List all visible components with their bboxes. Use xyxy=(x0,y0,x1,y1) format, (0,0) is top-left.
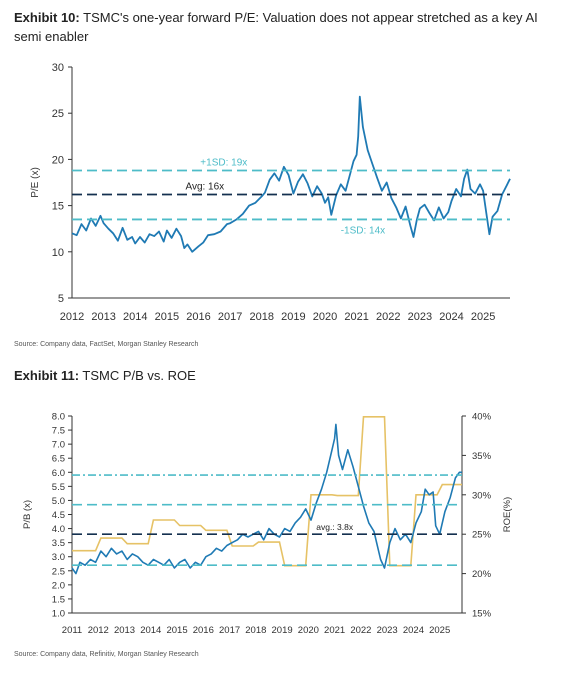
x-tick-label: 2015 xyxy=(155,311,179,323)
x-tick-label: 2018 xyxy=(245,625,266,636)
x-tick-label: 2022 xyxy=(376,311,400,323)
exhibit10-heading: TSMC's one-year forward P/E: Valuation d… xyxy=(14,10,538,44)
y2-tick-label: 35% xyxy=(472,451,492,462)
x-tick-label: 2012 xyxy=(60,311,84,323)
y-tick-label: 6.0 xyxy=(52,468,65,479)
x-tick-label: 2014 xyxy=(123,311,147,323)
y-tick-label: 3.0 xyxy=(52,552,65,563)
y2-tick-label: 15% xyxy=(472,609,492,620)
y-tick-label: 1.5 xyxy=(52,594,65,605)
x-tick-label: 2021 xyxy=(324,625,345,636)
exhibit10-source: Source: Company data, FactSet, Morgan St… xyxy=(14,341,199,348)
y-tick-label: 6.5 xyxy=(52,454,65,465)
y-tick-label: 5.5 xyxy=(52,482,65,493)
pe-series-line xyxy=(71,95,511,253)
x-tick-label: 2024 xyxy=(403,625,424,636)
exhibit11-label: Exhibit 11: xyxy=(14,368,80,383)
x-tick-label: 2012 xyxy=(88,625,109,636)
y-tick-label: 15 xyxy=(52,201,64,213)
x-tick-label: 2025 xyxy=(471,311,495,323)
x-tick-label: 2024 xyxy=(439,311,463,323)
y2-tick-label: 40% xyxy=(472,412,492,423)
y-tick-label: 20 xyxy=(52,154,64,166)
y-tick-label: 30 xyxy=(52,62,64,74)
reference-label: Avg: 16x xyxy=(185,182,224,193)
x-tick-label: 2015 xyxy=(166,625,187,636)
x-tick-label: 2017 xyxy=(219,625,240,636)
exhibit11-heading: TSMC P/B vs. ROE xyxy=(82,368,196,383)
y-tick-label: 5 xyxy=(58,293,64,305)
y-axis-label: P/B (x) xyxy=(22,500,33,529)
reference-label: -1SD: 14x xyxy=(341,225,385,236)
y-tick-label: 10 xyxy=(52,247,64,259)
y-tick-label: 25 xyxy=(52,108,64,120)
x-tick-label: 2013 xyxy=(91,311,115,323)
x-tick-label: 2018 xyxy=(250,311,274,323)
exhibit10-label: Exhibit 10: xyxy=(14,10,80,25)
x-tick-label: 2019 xyxy=(272,625,293,636)
y-tick-label: 4.5 xyxy=(52,510,65,521)
y-tick-label: 2.5 xyxy=(52,566,65,577)
x-tick-label: 2021 xyxy=(344,311,368,323)
reference-label: avg.: 3.8x xyxy=(316,522,354,532)
y-tick-label: 7.0 xyxy=(52,440,65,451)
x-tick-label: 2023 xyxy=(408,311,432,323)
exhibit11-source: Source: Company data, Refinitiv, Morgan … xyxy=(14,651,199,658)
x-tick-label: 2014 xyxy=(140,625,161,636)
y-tick-label: 7.5 xyxy=(52,426,65,437)
x-tick-label: 2016 xyxy=(193,625,214,636)
x-tick-label: 2013 xyxy=(114,625,135,636)
y-tick-label: 1.0 xyxy=(52,609,65,620)
y-tick-label: 4.0 xyxy=(52,524,65,535)
x-tick-label: 2011 xyxy=(62,625,82,636)
x-tick-label: 2023 xyxy=(377,625,398,636)
x-tick-label: 2017 xyxy=(218,311,242,323)
x-tick-label: 2020 xyxy=(298,625,319,636)
x-tick-label: 2019 xyxy=(281,311,305,323)
x-tick-label: 2025 xyxy=(429,625,450,636)
pb-roe-chart: 1.0 1.5 2.0 2.5 3.0 3.5 4.0 4.5 5.0 5.5 6.0 6.5 7.0 7… xyxy=(22,412,513,637)
reference-label: +1SD: 19x xyxy=(200,157,247,168)
y2-tick-label: 20% xyxy=(472,569,492,580)
x-tick-label: 2020 xyxy=(313,311,337,323)
y-tick-label: 5.0 xyxy=(52,496,65,507)
y2-tick-label: 25% xyxy=(472,530,492,541)
y2-axis-label: ROE(%) xyxy=(502,497,513,532)
x-tick-label: 2016 xyxy=(186,311,210,323)
exhibit11-title: Exhibit 11: TSMC P/B vs. ROE xyxy=(14,366,549,385)
y-tick-label: 2.0 xyxy=(52,580,65,591)
y2-tick-label: 30% xyxy=(472,490,492,501)
pb-series-line xyxy=(71,423,462,575)
y-tick-label: 3.5 xyxy=(52,538,65,549)
x-tick-label: 2022 xyxy=(350,625,371,636)
y-axis-label: P/E (x) xyxy=(30,167,41,198)
y-tick-label: 8.0 xyxy=(52,412,65,423)
exhibit10-title: Exhibit 10: TSMC's one-year forward P/E:… xyxy=(14,8,549,46)
roe-series-line xyxy=(72,415,462,567)
